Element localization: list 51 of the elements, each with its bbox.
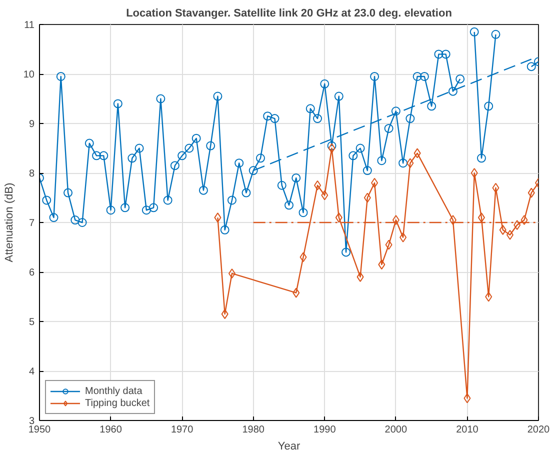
point	[356, 272, 364, 282]
legend-label: Tipping bucket	[85, 397, 150, 409]
point	[470, 168, 478, 178]
y-tick-label: 10	[23, 70, 35, 80]
point	[478, 212, 485, 223]
y-tick-label: 11	[24, 20, 35, 31]
point	[506, 230, 514, 240]
y-axis-title: Attenuation (dB)	[3, 182, 16, 262]
y-tick-label: 7	[28, 218, 35, 229]
point	[300, 252, 307, 262]
point	[528, 188, 535, 198]
point	[378, 260, 386, 270]
point	[321, 190, 328, 200]
y-tick-label: 4	[28, 366, 35, 378]
point	[371, 178, 378, 188]
point	[314, 180, 322, 190]
point	[292, 288, 300, 298]
x-tick-label: 1970	[170, 424, 194, 436]
point	[364, 192, 371, 203]
x-tick-label: 1960	[100, 424, 122, 436]
point	[392, 215, 400, 226]
legend-label: Monthly data	[85, 385, 142, 397]
x-axis-title: Year	[278, 440, 300, 452]
x-tick-label: 2010	[456, 424, 479, 436]
point	[214, 212, 222, 223]
point	[414, 148, 421, 158]
point	[514, 220, 521, 230]
point	[385, 240, 392, 250]
point	[499, 224, 506, 235]
point	[335, 212, 342, 223]
y-tick-label: 5	[28, 317, 35, 328]
x-tick-label: 2000	[384, 424, 408, 436]
x-tick-label: 1990	[314, 424, 336, 436]
y-tick-label: 3	[28, 416, 35, 427]
y-tick-label: 6	[28, 268, 35, 278]
point	[228, 268, 236, 278]
point	[520, 215, 528, 226]
point	[492, 182, 500, 193]
point	[221, 309, 228, 320]
point	[485, 292, 492, 302]
chart-title: Location Stavanger. Satellite link 20 GHz at 23.0 deg. elevation	[126, 8, 452, 20]
point	[406, 158, 414, 168]
x-tick-label: 1950	[28, 424, 52, 436]
y-tick-label: 8	[28, 168, 35, 180]
point	[400, 232, 407, 242]
x-tick-label: 2020	[527, 424, 550, 436]
y-tick-label: 9	[28, 119, 35, 130]
point	[449, 215, 456, 226]
x-tick-label: 1980	[242, 424, 265, 436]
point	[464, 393, 471, 404]
point	[328, 143, 336, 154]
